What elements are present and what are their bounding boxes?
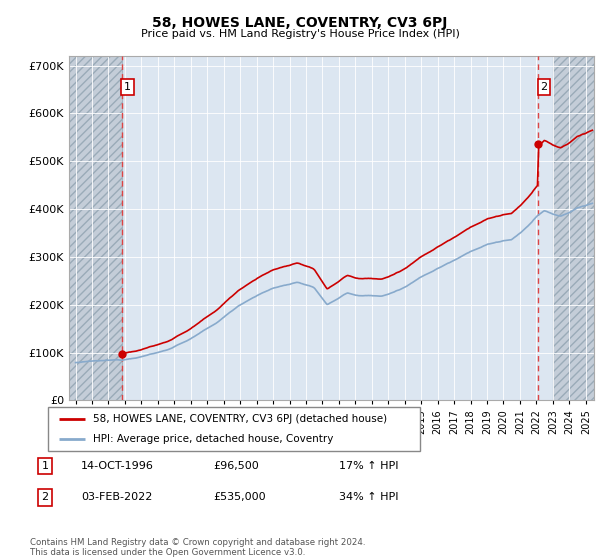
Text: Price paid vs. HM Land Registry's House Price Index (HPI): Price paid vs. HM Land Registry's House … [140, 29, 460, 39]
Text: 2: 2 [541, 82, 548, 92]
Text: £535,000: £535,000 [213, 492, 266, 502]
Text: 2: 2 [41, 492, 49, 502]
Text: 1: 1 [41, 461, 49, 471]
Text: 58, HOWES LANE, COVENTRY, CV3 6PJ (detached house): 58, HOWES LANE, COVENTRY, CV3 6PJ (detac… [92, 414, 387, 424]
Bar [553, 56, 594, 400]
FancyBboxPatch shape [48, 407, 420, 451]
Bar [69, 56, 122, 400]
Text: 34% ↑ HPI: 34% ↑ HPI [339, 492, 398, 502]
Bar [553, 56, 594, 400]
Text: 03-FEB-2022: 03-FEB-2022 [81, 492, 152, 502]
Text: £96,500: £96,500 [213, 461, 259, 471]
Text: 1: 1 [124, 82, 131, 92]
Text: 17% ↑ HPI: 17% ↑ HPI [339, 461, 398, 471]
Text: Contains HM Land Registry data © Crown copyright and database right 2024.
This d: Contains HM Land Registry data © Crown c… [30, 538, 365, 557]
Bar [69, 56, 122, 400]
Text: HPI: Average price, detached house, Coventry: HPI: Average price, detached house, Cove… [92, 434, 333, 444]
Text: 14-OCT-1996: 14-OCT-1996 [81, 461, 154, 471]
Text: 58, HOWES LANE, COVENTRY, CV3 6PJ: 58, HOWES LANE, COVENTRY, CV3 6PJ [152, 16, 448, 30]
